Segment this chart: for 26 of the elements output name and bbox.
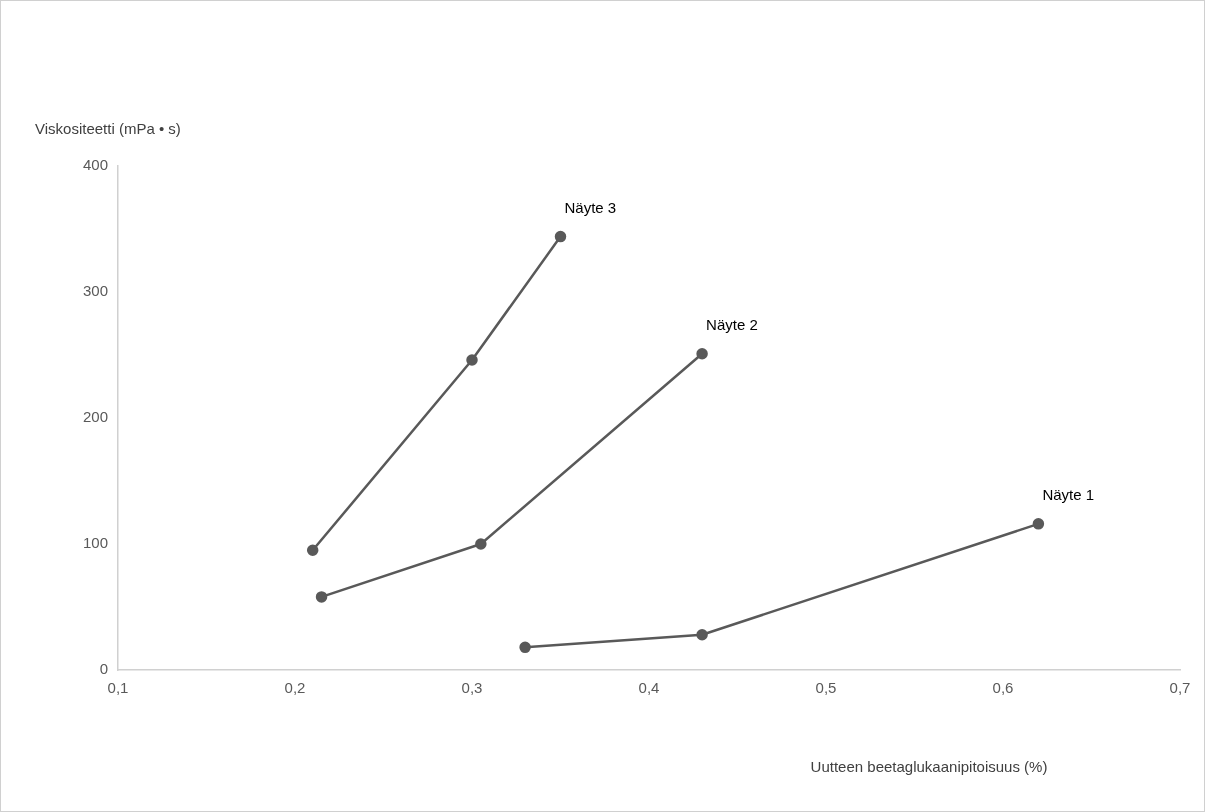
y-tick-label: 100 [82, 534, 108, 552]
point [315, 591, 328, 603]
x-tick-label: 0,4 [638, 679, 660, 697]
point [306, 544, 319, 557]
x-tick-label: 0,3 [461, 679, 483, 697]
y-tick-label: 400 [82, 156, 108, 174]
point [466, 354, 478, 366]
x-tick-label: 0,6 [992, 679, 1014, 697]
x-tick-label: 0,2 [284, 679, 306, 697]
series-label: Näyte 2 [706, 315, 758, 333]
x-axis-title: Uutteen beetaglukaanipitoisuus (%) [810, 758, 1048, 776]
point [519, 641, 531, 654]
y-tick-label: 200 [82, 408, 108, 426]
x-tick-label: 0,7 [1169, 679, 1191, 697]
x-tick-label: 0,1 [107, 679, 129, 697]
series-label: Näyte 3 [564, 198, 617, 216]
y-axis-title: Viskositeetti (mPa • s) [35, 120, 181, 138]
y-tick-label: 300 [82, 282, 108, 300]
point [554, 230, 567, 243]
point [696, 628, 708, 641]
point [475, 538, 487, 550]
y-tick-label: 0 [99, 660, 108, 678]
point [1032, 518, 1045, 530]
point [696, 347, 708, 360]
series-label: Näyte 1 [1042, 485, 1095, 503]
x-tick-label: 0,5 [815, 679, 837, 697]
